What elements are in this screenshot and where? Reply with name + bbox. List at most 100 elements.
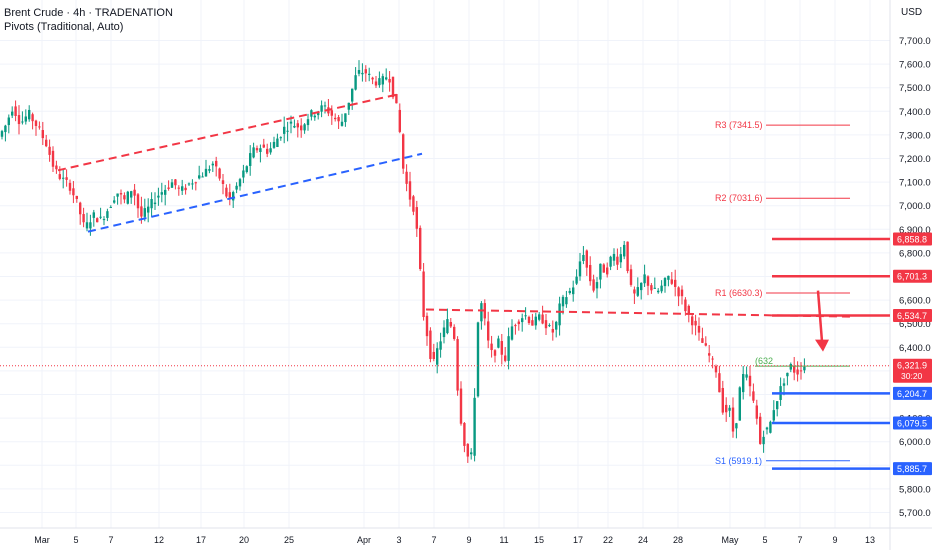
candle-body xyxy=(388,78,391,83)
candle-body xyxy=(96,218,99,223)
candle-body xyxy=(510,326,514,340)
candle-body xyxy=(147,206,150,213)
candle-body xyxy=(82,214,85,223)
candle-body xyxy=(177,187,180,189)
candle-body xyxy=(354,75,357,90)
y-tick-label: 6,400.0 xyxy=(899,343,931,354)
candle-body xyxy=(357,70,361,74)
candle-body xyxy=(340,121,344,126)
candle-body xyxy=(55,165,58,170)
candle-body xyxy=(38,126,41,128)
candle-body xyxy=(306,119,310,126)
current-price-badge xyxy=(893,358,932,383)
candle-body xyxy=(643,274,646,284)
candle-body xyxy=(765,427,769,430)
candle-body xyxy=(235,185,238,190)
candle-body xyxy=(381,76,384,85)
candle-body xyxy=(425,315,429,337)
candle-body xyxy=(344,113,347,123)
candle-body xyxy=(636,287,639,296)
x-tick-label: 28 xyxy=(673,535,683,545)
candle-body xyxy=(136,194,140,209)
candle-body xyxy=(249,153,252,166)
candle-body xyxy=(201,176,204,178)
candle-body xyxy=(181,186,184,191)
level-axis-badge xyxy=(893,416,932,430)
candle-body xyxy=(786,372,789,377)
candle-body xyxy=(667,275,670,280)
candle-body xyxy=(670,279,673,284)
candle-body xyxy=(259,148,262,153)
down-arrow-head-icon xyxy=(815,339,829,352)
candle-body xyxy=(517,321,520,325)
candle-body xyxy=(92,212,95,218)
candle-body xyxy=(334,117,337,120)
trendline[interactable] xyxy=(87,152,423,233)
candle-body xyxy=(595,282,599,289)
level-axis-label: 6,858.8 xyxy=(897,235,927,245)
candle-body xyxy=(310,110,313,117)
candle-body xyxy=(150,199,153,209)
y-tick-label: 7,500.0 xyxy=(899,83,931,94)
candle-body xyxy=(572,287,575,295)
candle-body xyxy=(439,341,442,350)
trendline[interactable] xyxy=(57,93,397,172)
candle-body xyxy=(51,150,55,167)
candle-body xyxy=(725,404,728,413)
y-tick-label: 7,000.0 xyxy=(899,201,931,212)
candle-body xyxy=(602,264,605,273)
candle-body xyxy=(232,192,235,201)
candle-body xyxy=(592,279,595,291)
candle-body xyxy=(351,88,354,102)
candle-body xyxy=(320,105,323,112)
candle-body xyxy=(531,320,534,326)
candle-body xyxy=(398,109,401,132)
candle-body xyxy=(708,353,711,356)
candle-body xyxy=(575,276,578,284)
candle-body xyxy=(378,78,381,86)
candle-body xyxy=(106,211,109,218)
candle-body xyxy=(79,202,82,215)
candle-body xyxy=(548,325,551,327)
currency-label[interactable]: USD xyxy=(901,7,923,18)
x-tick-label: 5 xyxy=(73,535,78,545)
x-tick-label: 9 xyxy=(466,535,471,545)
candle-body xyxy=(130,191,133,198)
candle-body xyxy=(541,314,544,324)
candle-body xyxy=(701,338,704,343)
candle-body xyxy=(674,279,677,287)
candle-body xyxy=(391,76,395,98)
candle-body xyxy=(174,179,177,186)
candle-body xyxy=(793,366,796,373)
candle-body xyxy=(385,77,388,80)
candle-body xyxy=(300,125,303,131)
y-tick-label: 7,400.0 xyxy=(899,107,931,118)
candle-body xyxy=(41,130,44,139)
candle-body xyxy=(252,147,255,158)
candle-body xyxy=(17,115,21,125)
candle-body xyxy=(507,336,510,361)
candle-body xyxy=(187,183,191,185)
candle-body xyxy=(272,141,276,148)
candle-body xyxy=(657,290,660,293)
candle-body xyxy=(769,421,772,433)
candle-body xyxy=(286,130,289,132)
candle-body xyxy=(119,193,123,195)
y-tick-label: 7,300.0 xyxy=(899,130,931,141)
candle-body xyxy=(34,120,38,126)
candle-body xyxy=(85,222,89,229)
candle-body xyxy=(211,163,214,166)
candle-body xyxy=(565,297,568,305)
candle-body xyxy=(218,168,221,179)
candle-body xyxy=(527,316,531,324)
candle-body xyxy=(660,285,663,292)
candle-body xyxy=(789,364,792,370)
y-tick-label: 7,700.0 xyxy=(899,36,931,47)
y-tick-label: 6,000.0 xyxy=(899,437,931,448)
y-tick-label: 6,900.0 xyxy=(899,225,931,236)
x-tick-label: 17 xyxy=(573,535,583,545)
candle-body xyxy=(405,171,408,184)
candle-body xyxy=(731,407,735,432)
candle-body xyxy=(68,182,72,191)
